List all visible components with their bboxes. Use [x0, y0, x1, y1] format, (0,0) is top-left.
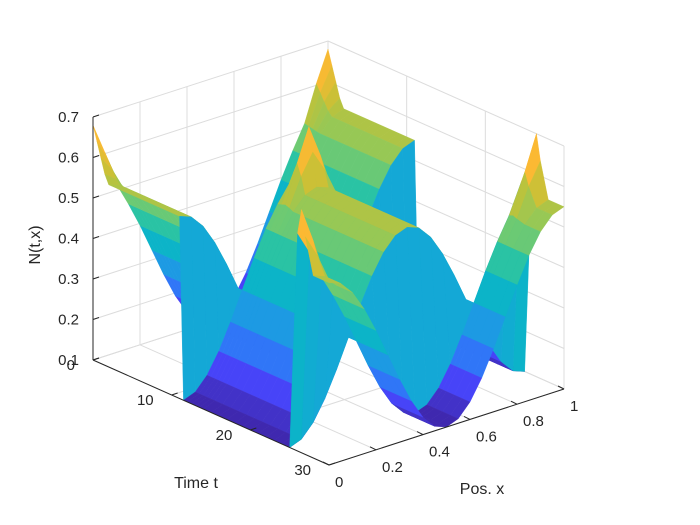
- x-tick-mark: [369, 446, 377, 451]
- x-tick-label: 0.6: [476, 428, 497, 445]
- y-tick-mark: [171, 392, 178, 396]
- y-axis-label: Time t: [174, 475, 218, 492]
- y-tick-label: 10: [137, 392, 154, 409]
- z-axis-label: N(t,x): [27, 225, 44, 264]
- grid-line: [327, 40, 565, 147]
- grid-line: [327, 81, 565, 187]
- z-tick-mark: [92, 236, 100, 239]
- grid-line: [92, 121, 329, 199]
- x-tick-mark: [416, 431, 424, 436]
- y-axis-line: [92, 359, 330, 466]
- grid-line: [92, 40, 329, 118]
- x-tick-mark: [557, 385, 565, 390]
- grid-line: [92, 81, 329, 158]
- x-tick-label: 0.4: [429, 444, 450, 461]
- z-tick-label: 0.1: [58, 352, 79, 369]
- x-tick-mark: [322, 461, 330, 466]
- z-tick-mark: [92, 317, 100, 320]
- z-tick-mark: [92, 155, 100, 158]
- y-tick-mark: [92, 357, 100, 361]
- x-axis-line: [328, 388, 565, 466]
- z-tick-mark: [92, 195, 100, 199]
- x-tick-label: 0.2: [382, 459, 403, 476]
- x-tick-mark: [463, 415, 471, 420]
- x-tick-label: 1: [570, 398, 578, 415]
- x-tick-mark: [510, 400, 518, 405]
- x-tick-label: 0.8: [523, 413, 544, 430]
- surface-mesh: [92, 48, 565, 448]
- z-tick-label: 0.6: [58, 150, 79, 167]
- x-tick-label: 0: [335, 474, 343, 491]
- axis-ticks: 0.1 0.2 0.3 0.4 0.5 0.6 0.7 0 10 20 30 0 0.2 0.4 0.6 0.…: [58, 109, 578, 491]
- surface-facet: [321, 279, 341, 284]
- z-tick-mark: [92, 276, 100, 280]
- x-axis-label: Pos. x: [460, 481, 504, 498]
- z-tick-label: 0.2: [58, 312, 79, 329]
- z-tick-label: 0.7: [58, 109, 79, 126]
- y-tick-label: 0: [67, 357, 75, 374]
- y-tick-mark: [250, 427, 257, 431]
- z-tick-label: 0.3: [58, 271, 79, 288]
- y-tick-mark: [328, 462, 336, 466]
- y-tick-label: 20: [216, 427, 233, 444]
- z-tick-label: 0.4: [58, 231, 79, 248]
- z-tick-label: 0.5: [58, 190, 79, 207]
- y-tick-label: 30: [294, 462, 311, 479]
- z-tick-mark: [92, 114, 100, 118]
